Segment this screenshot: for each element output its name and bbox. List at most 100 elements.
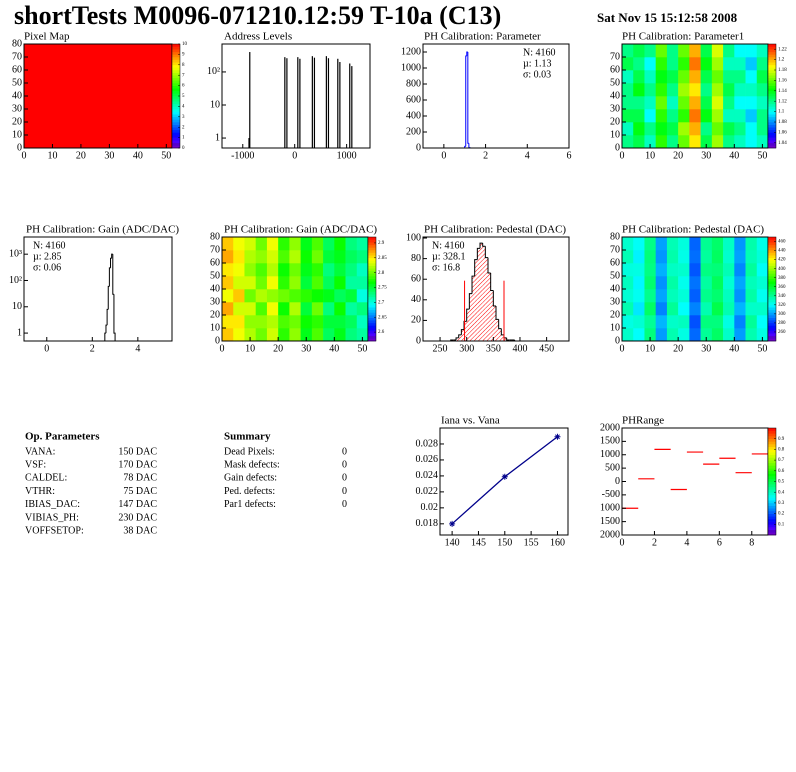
x-tick-label: 30 [104, 150, 114, 161]
heat-cell [700, 315, 713, 329]
colorbar-step [768, 335, 776, 339]
heat-cell [255, 315, 268, 329]
heat-cell [289, 237, 301, 251]
heat-cell [289, 302, 301, 316]
x-tick-label: 30 [701, 150, 711, 161]
colorbar-step [172, 93, 180, 97]
heat-cell [622, 289, 634, 303]
heat-cell [689, 263, 701, 277]
y-tick-label: 10³ [9, 248, 22, 259]
colorbar-step [768, 446, 776, 450]
heat-cell [711, 276, 724, 290]
heat-cell [233, 289, 245, 303]
colorbar-step [768, 96, 776, 99]
heat-cell [678, 96, 690, 110]
y-tick-label: 40 [210, 283, 220, 294]
y-tick-label: 1200 [401, 46, 421, 57]
heat-cell [711, 96, 724, 110]
stats-text: N: 4160 [33, 240, 66, 251]
y-tick-label: 0.02 [421, 502, 439, 513]
colorbar-step [768, 252, 776, 256]
z-tick-label: 0.8 [778, 448, 785, 453]
heat-cell [756, 315, 769, 329]
bar-fill [469, 293, 473, 341]
x-tick-label: 0 [620, 537, 625, 548]
heat-cell [700, 237, 713, 251]
heat-cell [734, 44, 746, 58]
colorbar-step [768, 294, 776, 298]
colorbar-step [172, 103, 180, 107]
colorbar-step [768, 57, 776, 60]
heat-cell [644, 109, 656, 123]
heat-cell [622, 263, 634, 277]
heat-cell [222, 289, 234, 303]
colorbar-step [768, 59, 776, 63]
colorbar-step [368, 250, 376, 253]
colorbar-step [768, 51, 776, 55]
heat-cell [723, 109, 735, 123]
heat-cell [633, 237, 645, 251]
colorbar-step [768, 502, 776, 506]
heat-cell [666, 122, 679, 136]
heat-cell [255, 237, 268, 251]
y-tick-label: 50 [610, 77, 620, 88]
marker [554, 433, 561, 440]
bar-fill [488, 273, 491, 341]
heat-cell [745, 135, 758, 149]
colorbar-step [172, 137, 180, 141]
x-tick-label: 1000 [337, 150, 357, 161]
y-tick-label: 20 [12, 116, 22, 127]
heat-cell [233, 263, 245, 277]
colorbar-step [768, 338, 776, 342]
colorbar-step [768, 508, 776, 512]
colorbar-step [368, 252, 376, 256]
y-tick-label: 70 [12, 51, 22, 62]
heat-cell [289, 250, 301, 264]
heat-cell [311, 328, 324, 342]
heat-cell [734, 237, 746, 251]
y-tick-label: 10 [210, 322, 220, 333]
bar-fill [472, 276, 475, 341]
heat-cell [655, 135, 668, 149]
heat-cell [300, 302, 313, 316]
op-label: VSF: [25, 459, 46, 470]
colorbar-step [172, 119, 180, 123]
heat-cell [345, 302, 358, 316]
heat-cell [233, 315, 245, 329]
y-tick-label: 800 [406, 78, 421, 89]
colorbar-step [768, 237, 776, 240]
colorbar-step [368, 315, 376, 318]
chart-title: Address Levels [224, 31, 292, 43]
y-tick-label: 80 [610, 231, 620, 242]
chart-title: Pixel Map [24, 31, 70, 43]
x-tick-label: 10 [645, 343, 655, 354]
heat-cell [700, 302, 713, 316]
bar-step [458, 334, 462, 338]
z-tick-label: 1.06 [778, 131, 787, 136]
z-tick-label: 2.8 [378, 271, 385, 276]
colorbar-step [768, 299, 776, 303]
heat-cell [689, 302, 701, 316]
x-tick-label: 50 [757, 343, 767, 354]
heat-cell [756, 289, 769, 303]
op-value: 78 DAC [123, 473, 157, 484]
heat-cell [233, 237, 245, 251]
heat-cell [644, 263, 656, 277]
heat-cell [734, 302, 746, 316]
heat-cell [756, 250, 769, 264]
y-tick-label: 1 [215, 132, 220, 143]
z-tick-label: 0.4 [778, 490, 785, 495]
bar-step [471, 275, 475, 294]
op-label: CALDEL: [25, 473, 67, 484]
colorbar-step [768, 98, 776, 102]
z-tick-label: 9 [182, 53, 185, 58]
colorbar-step [768, 473, 776, 477]
colorbar-step [172, 54, 180, 58]
heat-cell [644, 83, 656, 97]
heat-cell [756, 109, 769, 123]
summary-title: Summary [224, 431, 271, 443]
y-tick-label: 0 [416, 142, 421, 153]
heat-cell [633, 70, 645, 84]
colorbar-step [172, 129, 180, 133]
